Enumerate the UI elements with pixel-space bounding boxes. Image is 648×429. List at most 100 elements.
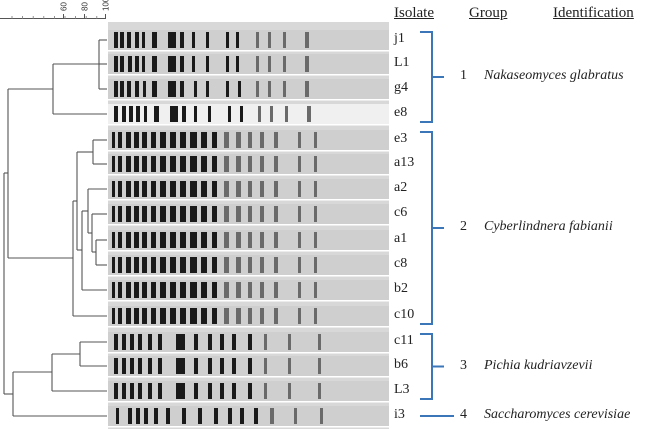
gel-band [134, 282, 139, 298]
gel-band [170, 106, 178, 122]
gel-band [114, 106, 118, 122]
gel-band [170, 232, 176, 248]
gel-band [180, 232, 186, 248]
gel-band [248, 206, 252, 222]
gel-lane-background [108, 30, 389, 50]
gel-band [294, 408, 297, 424]
gel-band [168, 81, 176, 97]
gel-band [248, 257, 252, 273]
gel-band [206, 32, 209, 48]
gel-band [118, 132, 122, 148]
gel-band [182, 106, 186, 122]
similarity-scale: 60 80 100 [0, 0, 110, 19]
isolate-label: a2 [394, 180, 408, 195]
gel-band [190, 181, 197, 197]
gel-lane-separator [108, 150, 389, 152]
gel-band [201, 232, 207, 248]
gel-band [151, 181, 156, 197]
gel-band [318, 383, 321, 399]
gel-band [151, 308, 156, 324]
gel-band [142, 232, 147, 248]
gel-band [138, 358, 142, 374]
isolate-label: j1 [394, 31, 405, 46]
gel-band [268, 56, 271, 72]
gel-band [151, 206, 156, 222]
scale-tick-label: 80 [81, 2, 90, 11]
gel-band [134, 232, 139, 248]
gel-band [160, 232, 166, 248]
gel-band [224, 132, 229, 148]
group-bracket [420, 131, 444, 325]
group-species-name: Saccharomyces cerevisiae [484, 407, 631, 422]
gel-band [152, 81, 157, 97]
gel-band [120, 32, 124, 48]
gel-band [118, 308, 122, 324]
gel-band [158, 334, 162, 350]
gel-band [194, 358, 198, 374]
gel-band [198, 408, 202, 424]
gel-band [288, 358, 291, 374]
gel-band [190, 232, 197, 248]
isolate-label: L1 [394, 55, 410, 70]
gel-band [134, 257, 139, 273]
gel-band [314, 156, 317, 172]
gel-band [118, 232, 122, 248]
gel-band [298, 232, 301, 248]
dendrogram-tree [3, 39, 107, 417]
gel-band [160, 181, 166, 197]
gel-band [260, 132, 264, 148]
gel-band [118, 156, 122, 172]
gel-lane [108, 204, 389, 226]
gel-band [212, 282, 217, 298]
gel-lane-separator [108, 74, 389, 76]
gel-lane [108, 104, 389, 126]
gel-band [112, 232, 115, 248]
gel-band [180, 32, 184, 48]
gel-band [142, 32, 145, 48]
gel-band [298, 132, 301, 148]
gel-band [112, 156, 115, 172]
gel-band [298, 257, 301, 273]
gel-band [258, 106, 261, 122]
gel-band [314, 232, 317, 248]
isolate-label: a1 [394, 231, 408, 246]
isolate-label: a13 [394, 155, 415, 170]
gel-band [248, 181, 252, 197]
gel-lane [108, 381, 389, 403]
gel-band [236, 232, 241, 248]
gel-band [151, 156, 156, 172]
gel-band [142, 206, 147, 222]
gel-band [168, 56, 176, 72]
gel-band [208, 383, 212, 399]
gel-band [180, 308, 186, 324]
gel-band [314, 181, 317, 197]
gel-band [151, 132, 156, 148]
isolate-label: c10 [394, 307, 415, 322]
gel-band [112, 181, 115, 197]
gel-band [260, 232, 264, 248]
gel-band [151, 282, 156, 298]
gel-band [206, 56, 209, 72]
gel-band [212, 181, 217, 197]
gel-band [170, 206, 176, 222]
gel-lane [108, 79, 389, 101]
gel-band [201, 181, 207, 197]
gel-band [236, 56, 239, 72]
gel-band [120, 81, 124, 97]
gel-band [130, 334, 134, 350]
gel-band [142, 257, 147, 273]
gel-band [298, 282, 301, 298]
gel-lane [108, 230, 389, 252]
gel-band [158, 383, 162, 399]
gel-band [228, 106, 231, 122]
gel-band [168, 32, 176, 48]
gel-band [201, 132, 207, 148]
gel-band [260, 156, 264, 172]
gel-band [138, 334, 142, 350]
gel-band [260, 181, 264, 197]
group-species-name: Nakaseomyces glabratus [484, 68, 624, 83]
gel-band [248, 383, 252, 399]
gel-band [256, 32, 259, 48]
gel-band [220, 334, 224, 350]
gel-band [180, 181, 186, 197]
